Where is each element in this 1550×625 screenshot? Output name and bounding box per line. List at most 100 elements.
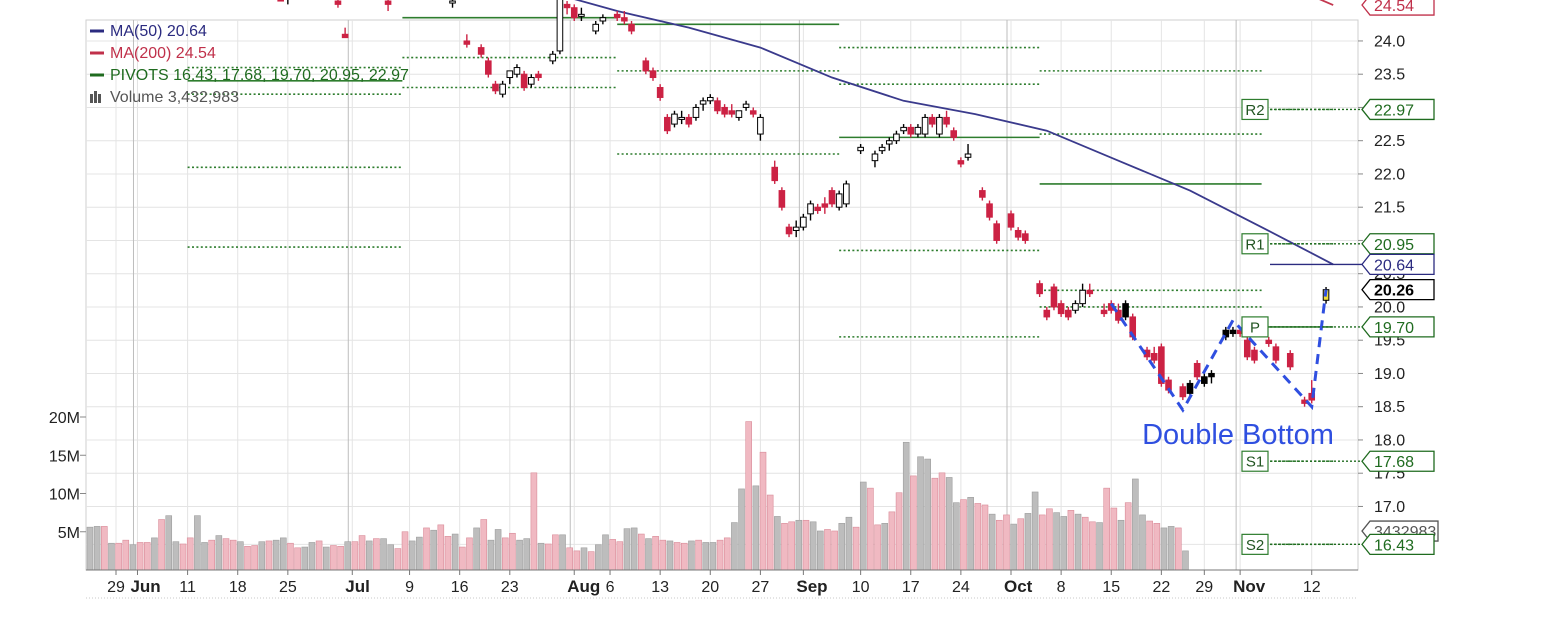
value-tag-box — [1361, 253, 1435, 276]
candle-body — [871, 153, 879, 162]
pivot-tag-text: S1 — [1246, 454, 1264, 471]
candle — [1179, 383, 1187, 401]
candle-body — [1251, 349, 1258, 361]
ma200-line — [1319, 0, 1334, 6]
pivot-tag-box — [1241, 233, 1269, 255]
x-tick-label: Jun — [130, 577, 160, 596]
volume-bar — [494, 529, 502, 571]
candle — [492, 80, 499, 95]
candle — [857, 144, 864, 154]
x-tick-label: 25 — [279, 579, 297, 596]
volume-bar — [645, 538, 652, 571]
candle-body — [893, 133, 900, 142]
candle-body — [678, 116, 685, 120]
volume-bar — [666, 540, 674, 571]
candle-body — [384, 0, 392, 5]
volume-bar — [738, 488, 745, 571]
candle — [1086, 283, 1094, 297]
candle — [628, 21, 635, 35]
candle-body — [1272, 346, 1280, 361]
volume-bar — [709, 542, 717, 571]
candle-body — [1057, 303, 1065, 315]
x-tick-label: 13 — [651, 579, 669, 596]
candle — [692, 104, 700, 121]
volume-bar — [1046, 508, 1053, 571]
candle-body — [800, 216, 807, 228]
candle-body — [642, 60, 650, 72]
x-tick-label: 18 — [229, 579, 247, 596]
volume-tick-label: 10M — [49, 487, 80, 504]
volume-bar — [630, 527, 638, 571]
value-tag-text: 22.97 — [1374, 102, 1414, 119]
candle-body — [936, 116, 943, 135]
candle — [520, 70, 528, 91]
x-tick-label: 16 — [451, 579, 469, 596]
candle — [1115, 303, 1122, 324]
volume-bar — [516, 539, 523, 571]
candle-body — [664, 116, 671, 132]
candle-body — [792, 226, 800, 231]
value-tag-box — [1361, 233, 1435, 255]
value-tags: 24.5422.9720.9520.6420.2619.7017.6834329… — [1241, 0, 1439, 556]
candle — [1272, 343, 1280, 364]
volume-bar — [838, 523, 846, 571]
candle — [477, 44, 485, 58]
volume-bar — [129, 544, 137, 571]
candle-body — [1115, 309, 1122, 321]
ma50-line — [574, 0, 1334, 266]
candlesticks — [277, 0, 1330, 407]
candle — [1122, 300, 1129, 321]
volume-bar — [315, 540, 323, 571]
candle-body — [943, 116, 950, 125]
volume-bar — [487, 539, 495, 571]
volume-bar — [609, 539, 616, 571]
candle-body — [613, 13, 621, 19]
volume-bar — [1081, 516, 1089, 571]
candle-body — [1193, 362, 1201, 378]
legend-label: PIVOTS 16.43, 17.68, 19.70, 20.95, 22.97 — [110, 67, 409, 84]
candle — [1208, 370, 1215, 384]
candle — [828, 187, 836, 208]
volume-bar — [194, 515, 201, 571]
candle — [341, 27, 349, 39]
volume-bar — [208, 539, 215, 571]
candle — [1150, 346, 1158, 364]
volume-bar — [759, 451, 767, 571]
candle — [671, 110, 678, 128]
candle — [885, 137, 893, 151]
candle — [1072, 300, 1079, 314]
volume-bar — [695, 539, 702, 571]
x-tick-label: 22 — [1152, 579, 1170, 596]
candle-body — [778, 190, 786, 208]
candle-body — [628, 23, 635, 32]
candle — [656, 84, 664, 101]
volume-bar — [802, 519, 810, 571]
candle — [1100, 303, 1108, 317]
candle — [499, 80, 506, 98]
candle — [785, 223, 793, 238]
pivot-tag: R2 — [1241, 98, 1269, 121]
candle-body — [957, 160, 965, 165]
x-tick-label: 12 — [1303, 579, 1321, 596]
x-tick-label: 17 — [902, 579, 920, 596]
candle-body — [1014, 229, 1022, 238]
candle — [907, 124, 915, 138]
volume-bar — [988, 513, 996, 571]
volume-bar — [101, 526, 108, 571]
volume-bar — [967, 497, 974, 571]
candle — [384, 0, 392, 12]
candle — [1064, 306, 1072, 321]
candle-body — [277, 0, 284, 2]
volume-bar — [165, 515, 173, 571]
volume-bar — [1103, 487, 1110, 571]
volume-bar — [824, 529, 831, 571]
volume-bar — [902, 441, 910, 571]
candle — [699, 97, 707, 111]
volume-bar — [158, 519, 165, 571]
value-tag-text: 24.54 — [1374, 0, 1414, 15]
pivot-tag-box — [1241, 450, 1269, 472]
candle — [771, 160, 779, 184]
volume-bar — [222, 538, 230, 571]
candle — [993, 220, 1000, 244]
volume-bar — [1003, 514, 1010, 571]
